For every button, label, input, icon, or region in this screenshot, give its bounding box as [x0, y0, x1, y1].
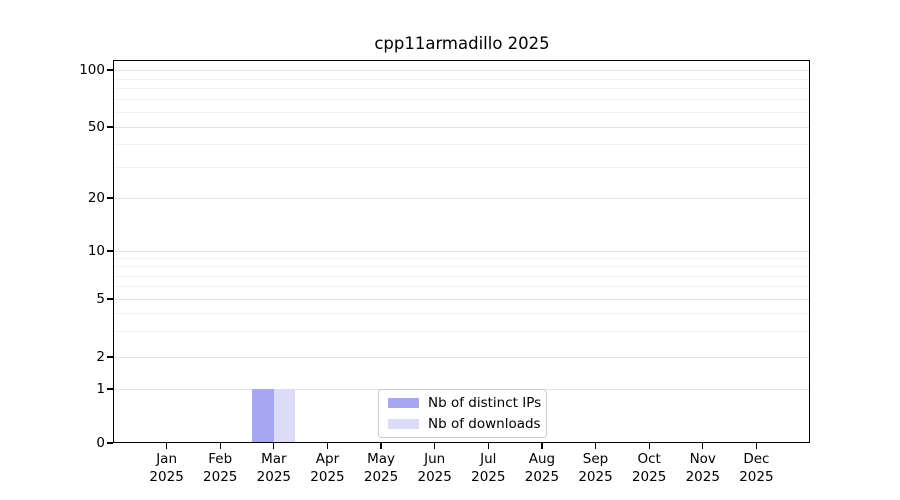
x-axis-year: 2025 [310, 469, 345, 485]
x-axis-month: Dec [743, 451, 770, 467]
x-axis-tick [702, 443, 704, 449]
legend-entry: Nb of downloads [388, 416, 541, 433]
x-axis-tick-label: Nov 2025 [671, 450, 735, 486]
x-axis-tick [594, 443, 597, 449]
y-axis-tick-label: 20 [87, 190, 105, 206]
x-axis-tick [326, 443, 329, 449]
x-axis-year: 2025 [631, 469, 667, 485]
y-axis-tick-label: 50 [87, 119, 105, 135]
y-axis-tick-label: 100 [79, 62, 105, 78]
chart-title: cpp11armadillo 2025 [374, 34, 550, 53]
y-axis-tick [107, 388, 113, 390]
gridline-minor [113, 88, 810, 90]
gridline-minor [113, 166, 810, 168]
gridline-major [113, 127, 810, 128]
x-axis-year: 2025 [524, 469, 560, 485]
gridline-minor [113, 313, 810, 315]
legend-swatch-downloads [388, 419, 419, 429]
y-axis-tick [107, 250, 113, 252]
bar-distinct-ips [252, 389, 274, 443]
x-axis-tick [166, 443, 168, 449]
x-axis-month: May [367, 451, 396, 467]
x-axis-tick [219, 443, 221, 449]
x-axis-tick-label: May 2025 [349, 450, 413, 486]
gridline-minor [113, 331, 810, 333]
y-axis-tick-label: 2 [96, 349, 105, 365]
gridline-minor [113, 78, 810, 80]
gridline-major [113, 198, 810, 199]
x-axis-month: Jul [480, 451, 497, 467]
x-axis-year: 2025 [149, 469, 184, 485]
y-axis-tick [107, 197, 113, 199]
x-axis-year: 2025 [578, 469, 613, 485]
x-axis-month: Sep [582, 451, 609, 467]
x-axis-year: 2025 [685, 469, 720, 485]
x-axis-month: Apr [315, 451, 340, 467]
plot-area [113, 60, 810, 443]
x-axis-tick [541, 443, 543, 449]
x-axis-tick-label: Mar 2025 [242, 450, 306, 486]
y-axis-tick [107, 126, 113, 128]
x-axis-tick [487, 443, 489, 449]
legend-swatch-distinct-ips [388, 398, 419, 408]
gridline-minor [113, 99, 810, 101]
x-axis-month: Oct [637, 451, 661, 467]
x-axis-tick-label: Oct 2025 [617, 450, 681, 486]
gridline-major [113, 70, 810, 71]
x-axis-month: Feb [208, 451, 233, 467]
gridline-minor [113, 258, 810, 260]
y-axis-tick-label: 5 [96, 291, 105, 307]
x-axis-year: 2025 [203, 469, 238, 485]
x-axis-tick-label: Jan 2025 [135, 450, 199, 486]
chart-legend: Nb of distinct IPs Nb of downloads [378, 389, 547, 438]
gridline-major [113, 251, 810, 252]
x-axis-month: Jun [424, 451, 446, 467]
y-axis-tick-label: 1 [96, 381, 105, 397]
gridline-minor [113, 112, 810, 113]
x-axis-tick-label: Apr 2025 [295, 450, 359, 486]
gridline-minor [113, 286, 810, 288]
x-axis-tick-label: Feb 2025 [188, 450, 252, 486]
x-axis-tick-label: Jun 2025 [403, 450, 467, 486]
x-axis-tick [273, 443, 275, 449]
x-axis-month: Aug [528, 451, 556, 467]
x-axis-tick-label: Jul 2025 [456, 450, 520, 486]
x-axis-month: Mar [261, 451, 287, 467]
x-axis-year: 2025 [739, 469, 774, 485]
y-axis-tick [107, 442, 113, 444]
legend-label: Nb of distinct IPs [428, 394, 542, 411]
x-axis-year: 2025 [256, 469, 292, 485]
x-axis-tick-label: Dec 2025 [724, 450, 788, 486]
gridline-major [113, 357, 810, 358]
gridline-minor [113, 144, 810, 146]
y-axis-tick [107, 69, 113, 71]
x-axis-tick [648, 443, 650, 449]
y-axis-tick-label: 10 [87, 243, 105, 259]
y-axis-tick [107, 298, 113, 300]
x-axis-tick [755, 443, 757, 449]
x-axis-tick [380, 443, 382, 449]
gridline-minor [113, 266, 810, 268]
x-axis-year: 2025 [363, 469, 399, 485]
y-axis-tick [107, 356, 113, 358]
x-axis-tick [434, 443, 436, 449]
x-axis-year: 2025 [417, 469, 452, 485]
x-axis-month: Nov [689, 451, 716, 467]
y-axis-tick-label: 0 [96, 435, 105, 451]
x-axis-year: 2025 [471, 469, 506, 485]
legend-label: Nb of downloads [428, 415, 541, 432]
bar-downloads [273, 389, 296, 443]
x-axis-month: Jan [156, 451, 178, 467]
x-axis-tick-label: Aug 2025 [510, 450, 574, 486]
x-axis-tick-label: Sep 2025 [564, 450, 628, 486]
gridline-minor [113, 275, 810, 277]
gridline-major [113, 299, 810, 300]
legend-entry: Nb of distinct IPs [388, 395, 541, 412]
